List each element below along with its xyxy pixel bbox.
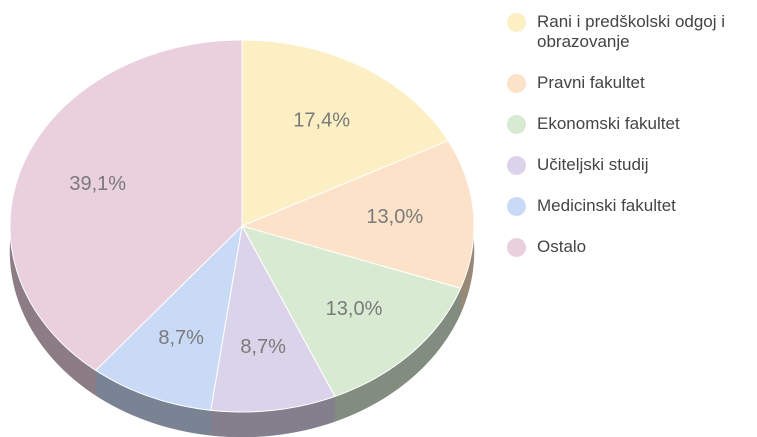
legend-item: Medicinski fakultet [507, 196, 747, 216]
legend-item: Ekonomski fakultet [507, 114, 747, 134]
legend-item: Pravni fakultet [507, 73, 747, 93]
legend-marker [507, 238, 526, 257]
data-label: 8,7% [158, 327, 204, 349]
legend-label: Pravni fakultet [537, 73, 645, 92]
legend-item: Ostalo [507, 237, 747, 257]
slice [240, 140, 475, 289]
slice [94, 224, 243, 411]
data-label: 13,0% [366, 206, 423, 228]
legend-label: Rani i predškolski odgoj i obrazovanje [537, 12, 726, 51]
legend-label: Učiteljski studij [537, 155, 649, 174]
slice [9, 39, 243, 371]
data-label: 8,7% [240, 336, 286, 358]
slice [241, 39, 449, 227]
data-label: 17,4% [293, 109, 350, 131]
legend-marker [507, 115, 526, 134]
data-label: 39,1% [69, 173, 126, 195]
data-label: 13,0% [326, 298, 383, 320]
legend-label: Ekonomski fakultet [537, 114, 680, 133]
slice [210, 224, 336, 413]
legend-item: Rani i predškolski odgoj i obrazovanje [507, 12, 747, 52]
legend-marker [507, 74, 526, 93]
legend-marker [507, 197, 526, 216]
legend-marker [507, 13, 526, 32]
legend-label: Ostalo [537, 237, 587, 256]
slice [240, 225, 462, 398]
legend-label: Medicinski fakultet [537, 196, 676, 215]
legend: Rani i predškolski odgoj i obrazovanje Pr… [507, 12, 747, 257]
legend-item: Učiteljski studij [507, 155, 747, 175]
chart: 17,4% 13,0% 13,0% 8,7% 8,7% 39,1% [9, 39, 475, 437]
legend-marker [507, 156, 526, 175]
